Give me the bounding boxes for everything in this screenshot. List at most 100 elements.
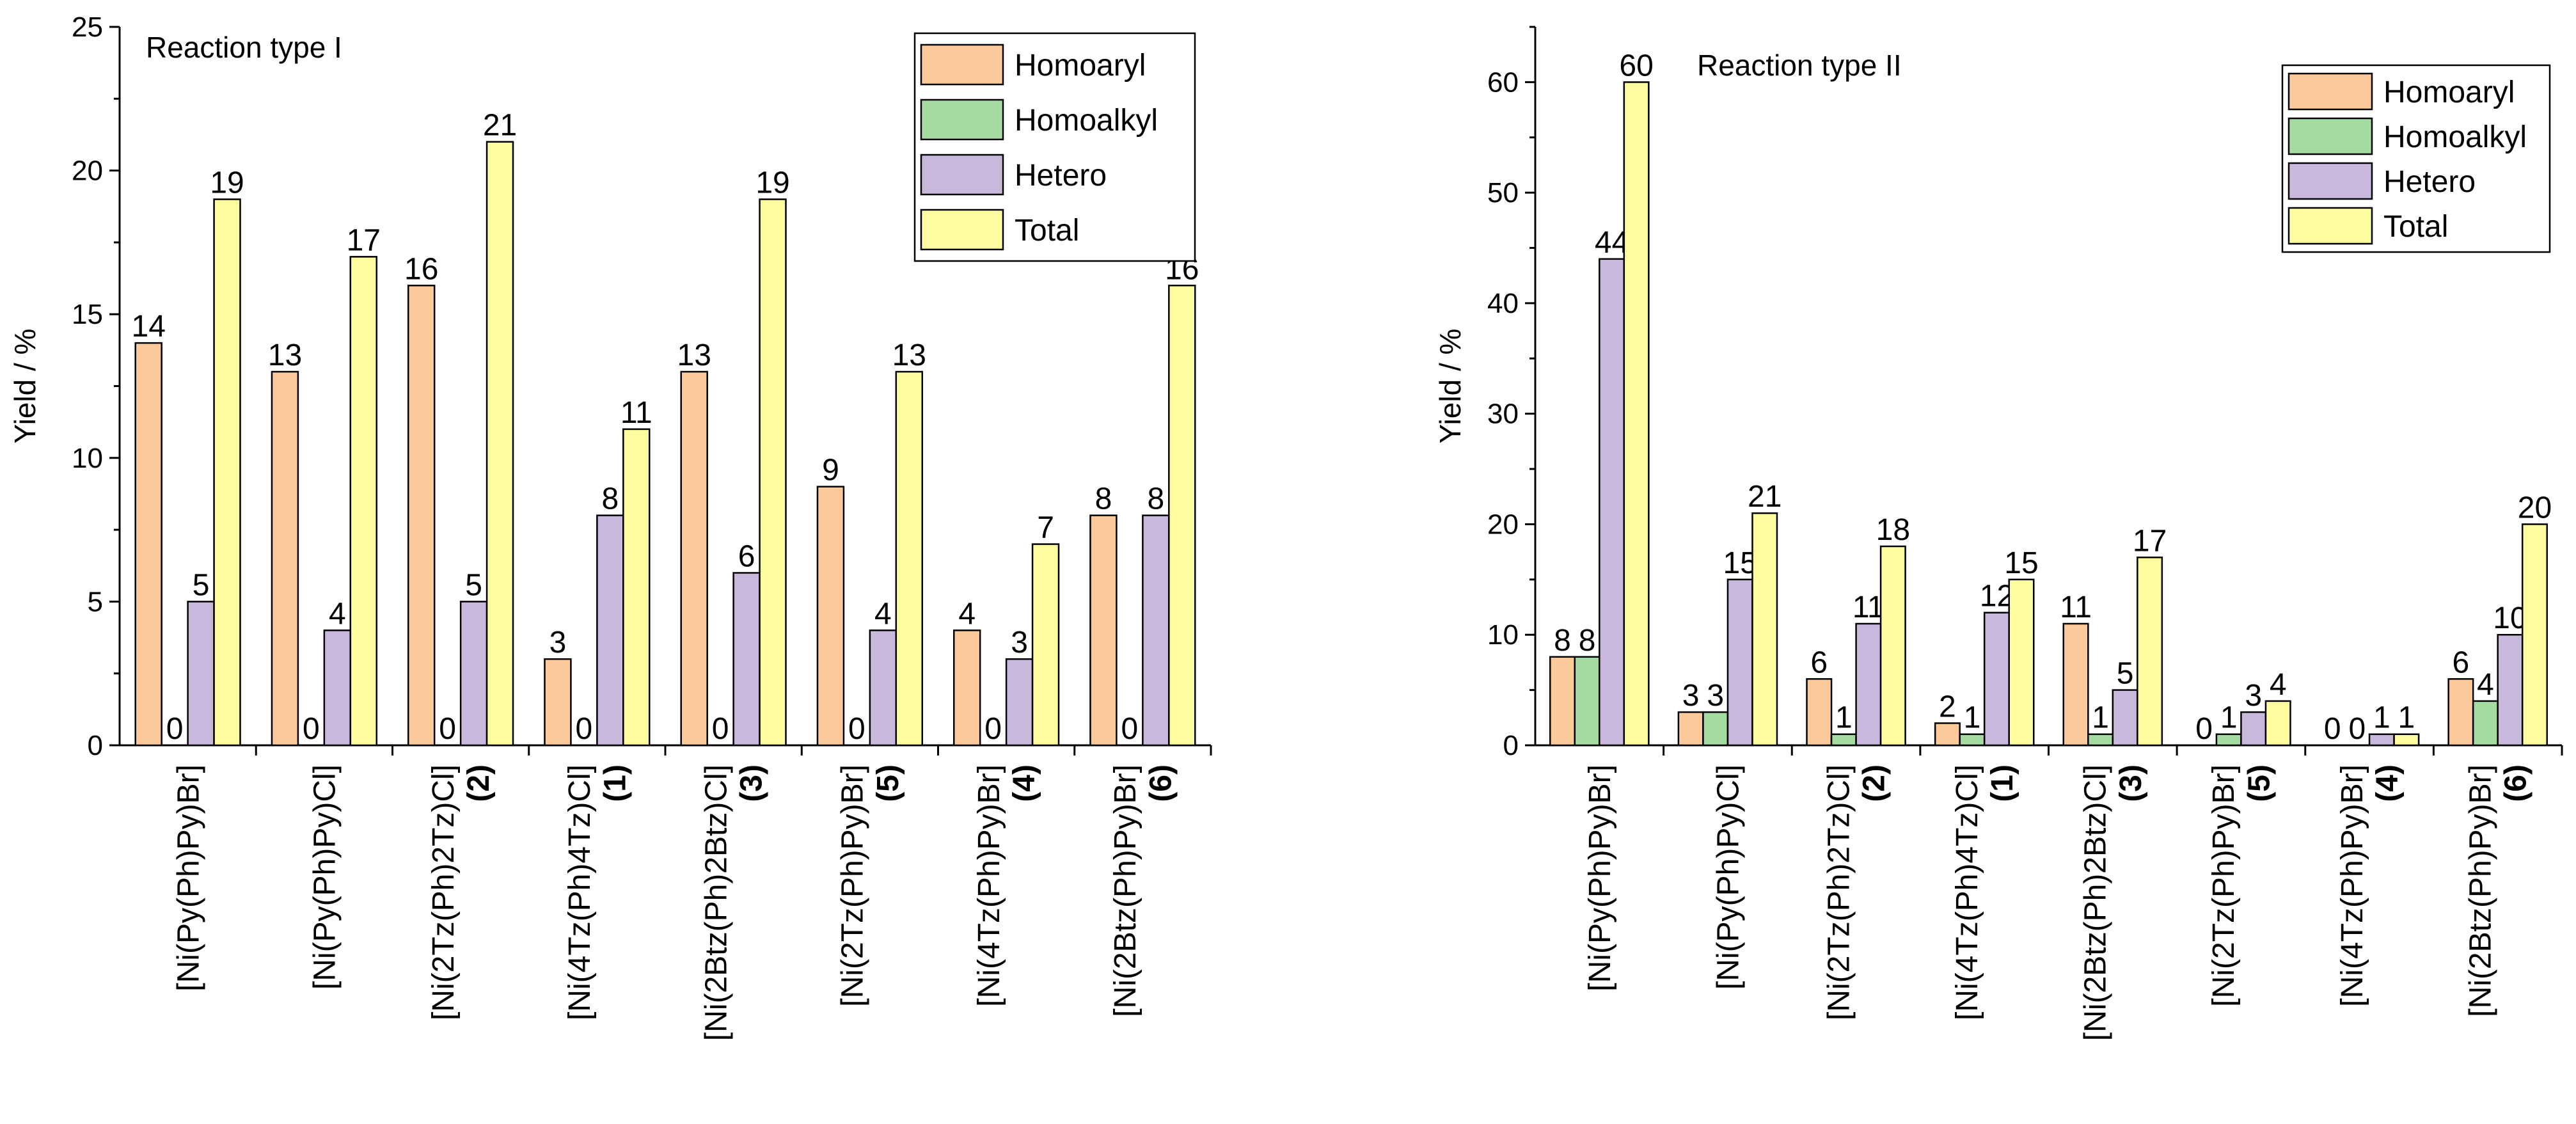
bar-homoalkyl-6 — [2215, 733, 2242, 747]
x-category-sub: (3) — [2114, 764, 2148, 802]
x-category-name: [Ni(2Btz(Ph)Py)Br] — [1109, 764, 1142, 1017]
x-category-sub: (3) — [735, 764, 769, 802]
y-tick-label: 25 — [72, 12, 103, 43]
data-label-hetero-8: 8 — [1147, 482, 1164, 516]
chart-title: Reaction type II — [1697, 49, 1902, 82]
data-label-homoaryl-4: 2 — [1939, 690, 1956, 724]
legend-label-hetero: Hetero — [2383, 165, 2476, 199]
x-category-sub: (6) — [1144, 764, 1178, 802]
data-label-homoaryl-7: 0 — [2324, 712, 2341, 746]
data-label-homoaryl-4: 3 — [549, 626, 567, 660]
bar-hetero-7 — [2368, 733, 2395, 747]
chart-panel-reaction-type-1: 0 5 10 15 20 25 Yield / % Reaction type I 14 0 5 19… — [8, 12, 1212, 1041]
bar-hetero-2 — [1727, 578, 1753, 747]
data-label-hetero-7: 3 — [1011, 626, 1028, 660]
data-label-hetero-6: 4 — [874, 597, 892, 631]
x-category-name: [Ni(Py(Ph)Py)Br] — [171, 764, 205, 992]
legend-label-homoalkyl: Homoalkyl — [1015, 104, 1158, 138]
x-category-label: [Ni(4Tz(Ph)4Tz)Cl](1) — [563, 764, 632, 1020]
data-label-homoalkyl-3: 1 — [1835, 701, 1853, 735]
data-label-homoaryl-5: 13 — [677, 338, 711, 372]
x-category-label: [Ni(2Tz(Ph)2Tz)Cl](2) — [1822, 764, 1891, 1020]
data-label-hetero-1: 44 — [1595, 226, 1629, 260]
data-label-total-5: 19 — [755, 166, 789, 200]
legend-swatch-hetero — [920, 154, 1004, 196]
bar-total-5 — [759, 198, 787, 747]
bar-homoaryl-8 — [1089, 514, 1118, 747]
y-tick-label: 50 — [1487, 177, 1519, 209]
bar-total-1 — [1623, 81, 1650, 747]
x-category-label: [Ni(2Btz(Ph)Py)Br](6) — [1109, 764, 1178, 1017]
data-label-homoaryl-5: 11 — [2060, 590, 2092, 624]
data-label-hetero-3: 5 — [465, 568, 482, 602]
data-label-hetero-3: 11 — [1853, 590, 1885, 624]
data-label-hetero-2: 4 — [329, 597, 346, 631]
data-label-homoalkyl-7: 0 — [984, 712, 1002, 746]
data-label-homoalkyl-6: 0 — [848, 712, 865, 746]
data-label-homoaryl-1: 14 — [132, 310, 166, 344]
data-label-total-2: 17 — [347, 223, 381, 257]
bar-homoalkyl-3 — [1830, 733, 1857, 747]
x-category-label: [Ni(4Tz(Ph)4Tz)Cl](1) — [1950, 764, 2019, 1020]
x-category-name: [Ni(2Tz(Ph)2Tz)Cl] — [427, 764, 461, 1020]
data-label-total-4: 11 — [620, 396, 652, 430]
legend-swatch-homoalkyl — [920, 99, 1004, 141]
legend-swatch-homoaryl — [2288, 72, 2373, 111]
data-label-homoaryl-6: 0 — [2195, 712, 2213, 746]
data-label-total-5: 17 — [2133, 524, 2167, 558]
data-label-homoalkyl-1: 8 — [1579, 624, 1596, 658]
bar-hetero-3 — [1855, 622, 1882, 747]
bar-homoaryl-4 — [544, 658, 572, 747]
data-label-hetero-5: 6 — [738, 539, 755, 573]
y-tick-label: 5 — [88, 586, 103, 617]
data-label-homoalkyl-8: 0 — [1121, 712, 1139, 746]
bar-homoaryl-5 — [2062, 622, 2089, 747]
bar-total-7 — [1031, 543, 1060, 747]
data-label-homoaryl-3: 6 — [1810, 645, 1828, 679]
data-label-homoaryl-2: 13 — [268, 338, 302, 372]
x-category-name: [Ni(2Tz(Ph)2Tz)Cl] — [1822, 764, 1856, 1020]
x-category-label: [Ni(2Btz(Ph)2Btz)Cl](3) — [2079, 764, 2148, 1041]
x-category-name: [Ni(2Btz(Ph)2Btz)Cl] — [2079, 764, 2113, 1041]
bar-homoalkyl-8 — [2472, 700, 2499, 747]
x-category-label: [Ni(2Tz(Ph)Py)Br](5) — [836, 764, 905, 1007]
data-label-homoaryl-1: 8 — [1554, 624, 1571, 658]
bar-homoaryl-4 — [1934, 722, 1961, 747]
data-label-hetero-5: 5 — [2117, 657, 2134, 691]
bar-total-4 — [622, 428, 651, 747]
data-label-homoaryl-8: 6 — [2453, 645, 2470, 679]
bar-homoaryl-2 — [1677, 711, 1704, 747]
bar-hetero-5 — [732, 572, 761, 747]
x-category-sub: (6) — [2499, 764, 2533, 802]
data-label-homoaryl-8: 8 — [1095, 482, 1112, 516]
x-category-label: [Ni(2Tz(Ph)2Tz)Cl](2) — [427, 764, 496, 1020]
y-tick-label: 40 — [1487, 288, 1519, 319]
bar-homoaryl-5 — [680, 370, 708, 747]
data-label-hetero-4: 8 — [601, 482, 619, 516]
x-category-sub: (4) — [1007, 764, 1041, 802]
x-category-sub: (5) — [871, 764, 905, 802]
bar-total-1 — [213, 198, 241, 747]
y-axis-title: Yield / % — [1434, 329, 1467, 444]
legend-label-total: Total — [2383, 210, 2448, 244]
data-label-homoaryl-7: 4 — [958, 597, 976, 631]
data-label-hetero-2: 15 — [1723, 546, 1757, 580]
x-category-name: [Ni(4Tz(Ph)4Tz)Cl] — [1950, 764, 1984, 1020]
x-category-name: [Ni(4Tz(Ph)Py)Br] — [972, 764, 1006, 1007]
data-label-hetero-8: 10 — [2493, 601, 2527, 635]
x-category-sub: (5) — [2242, 764, 2276, 802]
bar-homoaryl-7 — [952, 629, 981, 747]
data-label-homoalkyl-7: 0 — [2348, 712, 2366, 746]
bar-hetero-2 — [323, 629, 352, 747]
bar-hetero-4 — [596, 514, 624, 747]
chart-title: Reaction type I — [146, 31, 342, 64]
data-label-total-6: 13 — [892, 338, 926, 372]
data-label-homoalkyl-5: 0 — [712, 712, 729, 746]
x-category-name: [Ni(Py(Ph)Py)Cl] — [308, 764, 342, 990]
y-tick-label: 30 — [1487, 399, 1519, 430]
data-label-homoalkyl-8: 4 — [2477, 668, 2494, 702]
x-category-name: [Ni(2Tz(Ph)Py)Br] — [2207, 764, 2241, 1007]
y-tick-label: 15 — [72, 299, 103, 330]
data-label-homoalkyl-4: 1 — [1964, 701, 1981, 735]
